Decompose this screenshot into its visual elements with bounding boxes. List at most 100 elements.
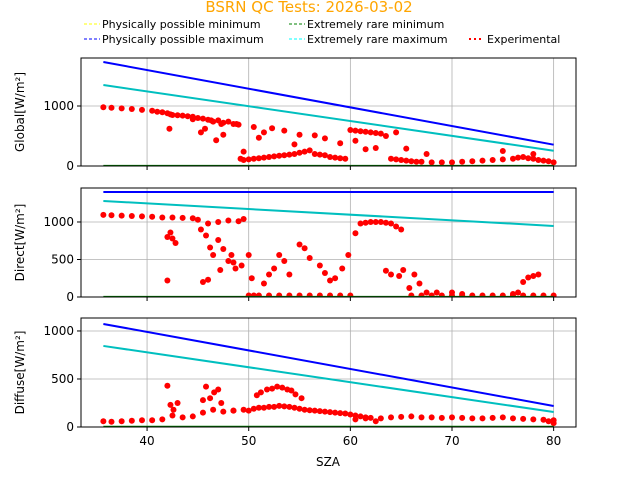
experimental-point	[540, 292, 547, 297]
experimental-point	[428, 292, 435, 297]
extremely-rare-maximum-line	[103, 199, 554, 227]
experimental-point	[352, 416, 359, 423]
experimental-point	[250, 155, 257, 162]
experimental-point	[220, 119, 227, 126]
experimental-point	[403, 145, 410, 152]
experimental-point	[255, 155, 262, 162]
experimental-point	[184, 113, 191, 120]
legend-label-phys-max: Physically possible maximum	[102, 33, 264, 46]
experimental-point	[240, 406, 247, 413]
experimental-point	[225, 257, 232, 264]
experimental-point	[489, 414, 496, 421]
experimental-point	[438, 292, 445, 297]
experimental-point	[179, 112, 186, 119]
experimental-point	[372, 130, 379, 136]
experimental-point	[138, 106, 145, 113]
experimental-point	[207, 395, 214, 402]
experimental-point	[169, 412, 176, 419]
experimental-point	[279, 384, 286, 391]
experimental-point	[530, 292, 537, 297]
experimental-point	[321, 408, 328, 415]
experimental-point	[286, 271, 293, 278]
experimental-point	[296, 149, 303, 156]
experimental-point	[327, 292, 334, 297]
y-tick-label: 0	[66, 290, 74, 304]
experimental-point	[189, 215, 196, 222]
experimental-point	[408, 158, 415, 165]
legend-label-rare-min: Extremely rare minimum	[307, 18, 444, 31]
experimental-point	[520, 154, 527, 160]
experimental-point	[296, 405, 303, 412]
experimental-point	[266, 292, 273, 297]
y-tick-label: 500	[51, 372, 74, 386]
experimental-point	[301, 406, 308, 413]
subplot-1: 0 1000 Global[W/m²]	[13, 57, 577, 173]
experimental-point	[372, 418, 379, 425]
y-tick-label: 500	[51, 252, 74, 266]
x-tick-label: 40	[139, 434, 154, 448]
experimental-point	[525, 155, 532, 162]
experimental-point	[535, 157, 542, 163]
subplot-2: 0 500 1000 Direct[W/m²]	[13, 187, 577, 304]
experimental-point	[269, 125, 276, 132]
experimental-point	[286, 151, 293, 158]
experimental-point	[352, 230, 359, 237]
experimental-point	[128, 417, 135, 424]
experimental-point	[260, 129, 267, 136]
experimental-point	[393, 223, 400, 230]
experimental-point	[530, 151, 537, 157]
experimental-point	[352, 127, 359, 134]
experimental-point	[238, 262, 245, 269]
experimental-point	[332, 409, 339, 416]
experimental-point	[388, 414, 395, 421]
y-tick-label: 1000	[43, 324, 74, 338]
experimental-point	[321, 269, 328, 276]
experimental-point	[316, 408, 323, 415]
experimental-point	[525, 274, 532, 281]
experimental-point	[301, 148, 308, 155]
x-tick-label: 70	[444, 434, 459, 448]
experimental-point	[406, 284, 413, 291]
experimental-point	[327, 154, 334, 160]
experimental-point	[276, 152, 283, 159]
y-tick-label: 1000	[43, 215, 74, 229]
experimental-point	[296, 131, 303, 138]
experimental-point	[337, 292, 344, 297]
experimental-point	[416, 280, 423, 287]
experimental-point	[367, 218, 374, 225]
experimental-point	[372, 218, 379, 225]
legend-entry-rare-min: Extremely rare minimum	[289, 18, 444, 31]
experimental-point	[166, 125, 173, 132]
experimental-point	[509, 155, 516, 162]
experimental-point	[164, 382, 171, 389]
legend-entry-phys-max: Physically possible maximum	[84, 33, 264, 46]
experimental-point	[347, 411, 354, 418]
chart-title: BSRN QC Tests: 2026-03-02	[205, 0, 412, 16]
y-tick-label: 1000	[43, 99, 74, 113]
experimental-point	[233, 121, 240, 127]
experimental-point	[509, 290, 516, 297]
experimental-point	[489, 292, 496, 297]
experimental-point	[408, 292, 415, 297]
experimental-point	[469, 292, 476, 297]
experimental-point	[266, 154, 273, 160]
experimental-point	[172, 239, 179, 246]
experimental-point	[149, 107, 156, 114]
experimental-point	[292, 391, 299, 398]
experimental-point	[332, 275, 339, 282]
experimental-point	[286, 403, 293, 410]
experimental-point	[291, 151, 298, 157]
experimental-point	[235, 218, 242, 225]
experimental-point	[428, 159, 435, 166]
experimental-point	[281, 127, 288, 134]
experimental-point	[205, 220, 212, 227]
experimental-point	[479, 415, 486, 422]
experimental-point	[418, 158, 425, 165]
experimental-point	[382, 267, 389, 274]
experimental-point	[433, 289, 440, 296]
experimental-point	[520, 292, 527, 297]
experimental-point	[339, 265, 346, 272]
plot-area	[100, 61, 557, 166]
experimental-point	[266, 271, 273, 278]
x-axis-label: SZA	[316, 455, 341, 469]
